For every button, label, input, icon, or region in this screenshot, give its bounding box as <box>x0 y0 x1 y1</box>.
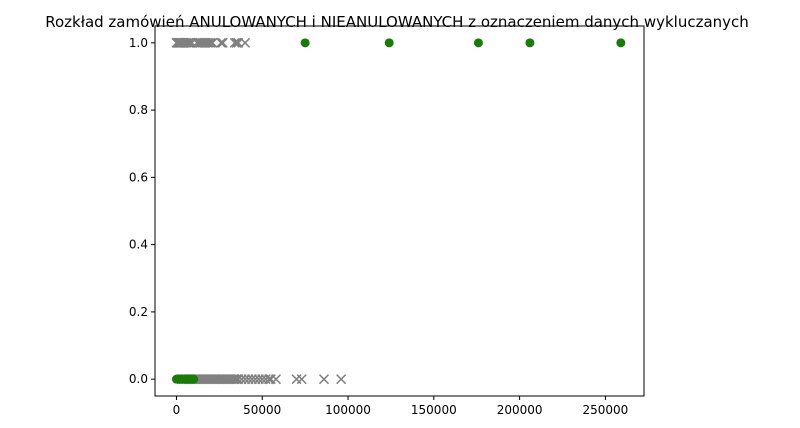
data-point-x <box>318 374 330 385</box>
data-point-x <box>204 37 215 48</box>
x-tick-label: 0 <box>173 403 181 417</box>
data-point-circle <box>300 38 310 48</box>
data-point-circle <box>473 38 483 48</box>
data-point-x <box>265 374 276 385</box>
x-tick-label: 150000 <box>411 403 457 417</box>
data-points <box>171 37 626 385</box>
y-tick-label: 1.0 <box>129 36 148 50</box>
y-tick-label: 0.4 <box>129 238 148 252</box>
data-point-x <box>296 374 307 385</box>
series-0 <box>171 37 347 385</box>
x-tick-label: 50000 <box>243 403 281 417</box>
data-point-circle <box>525 38 535 48</box>
y-tick-label: 0.2 <box>129 305 148 319</box>
data-point-x <box>229 37 240 48</box>
data-point-x <box>207 37 218 48</box>
y-tick-label: 0.8 <box>129 103 148 117</box>
data-point-x <box>217 37 228 48</box>
y-axis: 0.0 0.2 0.4 0.6 0.8 1.0 <box>129 36 155 386</box>
y-tick-label: 0.0 <box>129 372 148 386</box>
y-tick-label: 0.6 <box>129 170 148 184</box>
x-tick-label: 100000 <box>325 403 371 417</box>
data-point-circle <box>616 38 626 48</box>
data-point-x <box>240 37 251 48</box>
plot-area <box>154 25 645 397</box>
chart-title: Rozkład zamówień ANULOWANYCH i NIEANULOW… <box>45 13 749 31</box>
data-point-x <box>336 374 347 385</box>
x-tick-label: 200000 <box>497 403 543 417</box>
data-point-x <box>291 374 302 385</box>
data-point-circle <box>384 38 394 48</box>
x-tick-label: 250000 <box>582 403 628 417</box>
data-point-x <box>231 37 242 48</box>
series-1 <box>171 38 626 384</box>
data-point-circle <box>189 374 199 384</box>
data-point-x <box>216 37 227 48</box>
data-point-x <box>183 37 194 48</box>
data-point-x <box>205 37 216 48</box>
x-axis: 0 50000 100000 150000 200000 250000 <box>173 396 628 417</box>
data-point-x <box>270 374 281 385</box>
